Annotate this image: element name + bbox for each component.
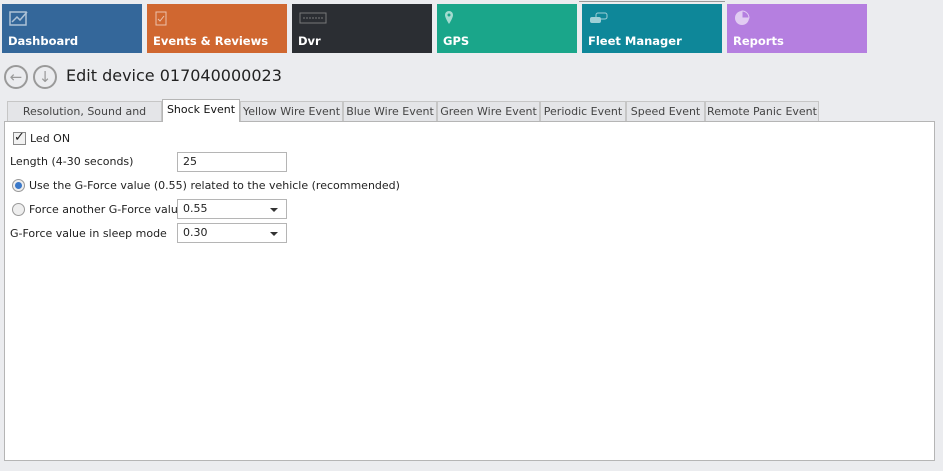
tile-events-reviews[interactable]: Events & Reviews — [147, 4, 287, 53]
dvr-icon — [299, 12, 327, 24]
length-label: Length (4-30 seconds) — [10, 155, 134, 168]
length-input[interactable]: 25 — [177, 152, 287, 172]
tab-shock-event[interactable]: Shock Event — [162, 99, 240, 122]
radio-selected-icon — [12, 179, 25, 192]
tile-label: Events & Reviews — [153, 34, 269, 48]
tile-label: Dashboard — [8, 34, 79, 48]
tile-dashboard[interactable]: Dashboard — [2, 4, 142, 53]
sleep-gforce-label: G-Force value in sleep mode — [10, 227, 167, 240]
led-on-checkbox[interactable]: ✓ Led ON — [13, 130, 71, 145]
tab-resolution-sound-sleep[interactable]: Resolution, Sound and Sleep — [7, 101, 162, 137]
tile-reports[interactable]: Reports — [727, 4, 867, 53]
down-button[interactable]: ↓ — [33, 65, 57, 89]
checkmark-icon: ✓ — [13, 130, 26, 145]
tab-yellow-wire-event[interactable]: Yellow Wire Event — [240, 101, 343, 122]
active-tile-indicator — [579, 1, 725, 2]
arrow-left-icon: ← — [9, 68, 23, 86]
radio-vehicle-label: Use the G-Force value (0.55) related to … — [29, 179, 400, 192]
tile-dvr[interactable]: Dvr — [292, 4, 432, 53]
tile-gps[interactable]: GPS — [437, 4, 577, 53]
radio-vehicle-gforce[interactable]: Use the G-Force value (0.55) related to … — [12, 179, 400, 192]
tile-label: GPS — [443, 34, 470, 48]
led-on-label: Led ON — [30, 132, 71, 145]
sleep-gforce-dropdown[interactable]: 0.30 — [177, 223, 287, 243]
clipboard-check-icon — [155, 11, 167, 26]
map-pin-icon — [445, 11, 453, 24]
shock-event-panel: ✓ Led ON Length (4-30 seconds) 25 Use th… — [4, 121, 935, 461]
tile-label: Fleet Manager — [588, 34, 682, 48]
tab-blue-wire-event[interactable]: Blue Wire Event — [343, 101, 437, 122]
tab-periodic-event[interactable]: Periodic Event — [540, 101, 626, 122]
force-gforce-dropdown[interactable]: 0.55 — [177, 199, 287, 219]
chart-line-icon — [9, 11, 28, 26]
radio-force-label: Force another G-Force value — [29, 203, 185, 216]
radio-force-gforce[interactable]: Force another G-Force value — [12, 203, 185, 216]
tile-label: Reports — [733, 34, 784, 48]
arrow-down-icon: ↓ — [38, 68, 52, 86]
radio-unselected-icon — [12, 203, 25, 216]
tile-fleet-manager[interactable]: Fleet Manager — [582, 4, 722, 53]
pie-chart-icon — [735, 10, 750, 25]
back-button[interactable]: ← — [4, 65, 28, 89]
tab-green-wire-event[interactable]: Green Wire Event — [437, 101, 540, 122]
tab-remote-panic-event[interactable]: Remote Panic Event — [705, 101, 819, 122]
tab-speed-event[interactable]: Speed Event — [626, 101, 705, 122]
page-title: Edit device 017040000023 — [66, 66, 282, 85]
tile-label: Dvr — [298, 34, 321, 48]
cars-icon — [590, 12, 608, 23]
